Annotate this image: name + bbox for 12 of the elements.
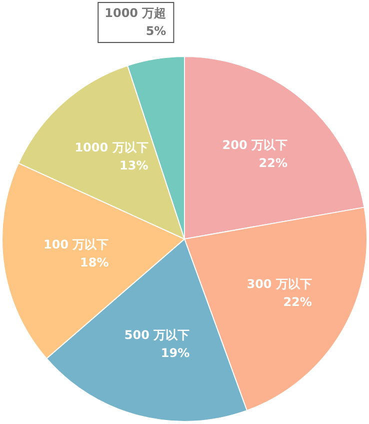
slice-label: 300 万以下: [246, 276, 312, 291]
data-label: 22%: [283, 294, 312, 309]
slice-label: 1000 万超: [104, 6, 166, 20]
data-label: 5%: [146, 24, 166, 38]
data-label: 13%: [120, 158, 148, 173]
slice-label: 1000 万以下: [74, 140, 148, 155]
data-label: 19%: [160, 346, 190, 360]
slice-label: 200 万以下: [222, 138, 288, 152]
slice-label: 500 万以下: [124, 328, 190, 342]
slice-label: 100 万以下: [44, 238, 109, 252]
data-label: 18%: [80, 256, 109, 270]
data-label: 22%: [258, 156, 288, 170]
